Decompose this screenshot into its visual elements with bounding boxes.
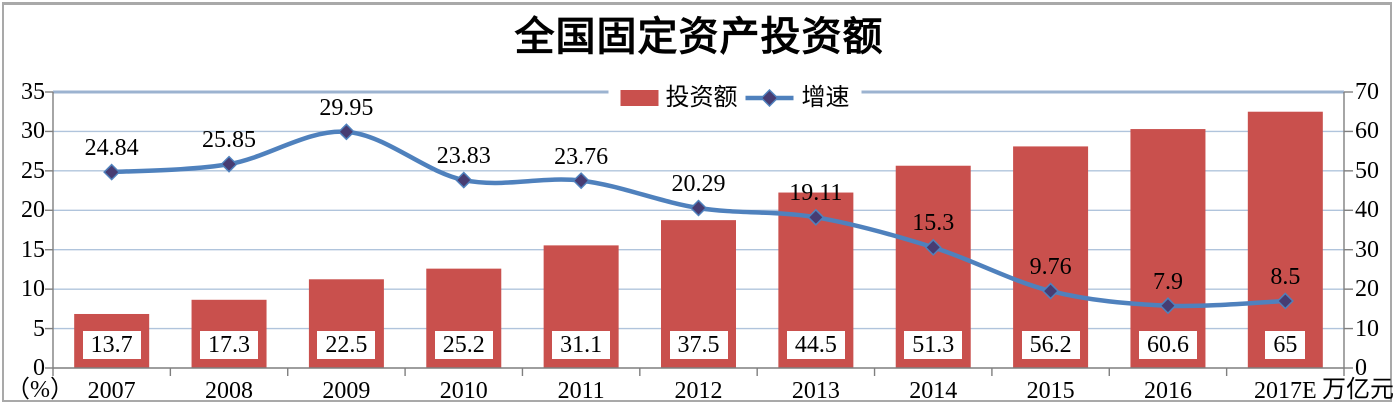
line-marker-diamond	[572, 172, 590, 190]
left-axis-tick-label: 0	[33, 355, 45, 381]
x-axis-category-label: 2009	[322, 378, 371, 404]
bar-value-label: 37.5	[669, 331, 728, 359]
right-axis-tick-label: 70	[1355, 79, 1379, 105]
line-value-label: 29.95	[319, 94, 374, 121]
x-axis-category-label: 2007	[87, 378, 136, 404]
left-axis-tick-label: 15	[21, 236, 45, 263]
left-axis-tick-label: 10	[21, 276, 45, 303]
left-axis-tick-label: 35	[21, 79, 45, 105]
x-axis-category-label: 2015	[1026, 378, 1075, 404]
right-axis-tick-label: 40	[1355, 197, 1379, 224]
bar-value-label: 51.3	[904, 331, 963, 359]
bar-value-label: 60.6	[1138, 331, 1197, 359]
bar-value-label: 22.5	[317, 331, 376, 359]
line-marker-diamond	[807, 208, 825, 226]
x-axis-category-label: 2016	[1143, 378, 1192, 404]
line-marker-diamond	[689, 199, 708, 217]
legend-line-swatch-icon	[745, 89, 794, 107]
left-axis-tick-label: 25	[21, 157, 45, 184]
x-axis-category-label: 2008	[205, 378, 254, 404]
right-axis-tick-label: 60	[1355, 118, 1379, 145]
bar-value-label: 44.5	[786, 331, 845, 359]
bar-value-label: 25.2	[434, 331, 493, 359]
bar-value-label: 13.7	[82, 331, 141, 359]
bar-value-label: 65	[1265, 331, 1306, 359]
bar-value-label: 56.2	[1021, 331, 1080, 359]
line-value-label: 15.3	[912, 210, 955, 237]
line-marker-diamond	[1159, 297, 1177, 315]
line-marker-diamond	[1042, 282, 1060, 300]
legend-bar-swatch-icon	[620, 90, 659, 106]
right-axis-tick-label: 50	[1355, 157, 1379, 184]
right-axis-unit-label: 万亿元	[1322, 377, 1394, 403]
line-marker-diamond	[455, 171, 473, 189]
right-axis-tick-label: 0	[1355, 355, 1367, 381]
x-axis-category-label: 2017E	[1253, 378, 1317, 404]
right-axis-tick-label: 30	[1355, 236, 1379, 263]
x-axis-category-label: 2010	[439, 378, 488, 404]
line-marker-diamond	[103, 163, 121, 181]
line-marker-diamond	[220, 155, 238, 173]
line-value-label: 8.5	[1270, 263, 1301, 290]
x-axis-category-label: 2011	[557, 378, 605, 404]
left-axis-tick-label: 30	[21, 118, 45, 145]
chart-title: 全国固定资产投资额	[514, 15, 884, 59]
line-marker-diamond	[337, 123, 355, 141]
line-value-label: 25.85	[202, 127, 257, 154]
right-axis-tick-label: 10	[1355, 315, 1379, 342]
x-axis-category-label: 2014	[909, 378, 958, 404]
bar-value-label: 31.1	[552, 331, 611, 359]
line-value-label: 19.11	[789, 180, 843, 207]
line-marker-diamond	[924, 238, 942, 256]
line-value-label: 7.9	[1152, 268, 1183, 295]
bar	[1130, 129, 1206, 368]
right-axis-tick-label: 20	[1355, 276, 1379, 303]
x-axis-category-label: 2012	[674, 378, 723, 404]
line-value-label: 20.29	[671, 170, 726, 197]
line-value-label: 24.84	[84, 135, 139, 162]
legend: 投资额 增速	[608, 83, 862, 113]
left-axis-tick-label: 5	[33, 315, 45, 342]
line-value-label: 23.83	[436, 143, 491, 170]
line-value-label: 23.76	[554, 143, 609, 170]
bar-value-label: 17.3	[200, 331, 259, 359]
bar	[1247, 111, 1323, 368]
left-axis-unit-label: （%）	[6, 377, 74, 403]
legend-bar-label: 投资额	[665, 85, 738, 111]
line-marker-diamond	[1276, 292, 1294, 310]
line-value-label: 9.76	[1029, 254, 1072, 281]
legend-line-label: 增速	[801, 85, 850, 111]
x-axis-category-label: 2013	[791, 378, 840, 404]
left-axis-tick-label: 20	[21, 197, 45, 224]
